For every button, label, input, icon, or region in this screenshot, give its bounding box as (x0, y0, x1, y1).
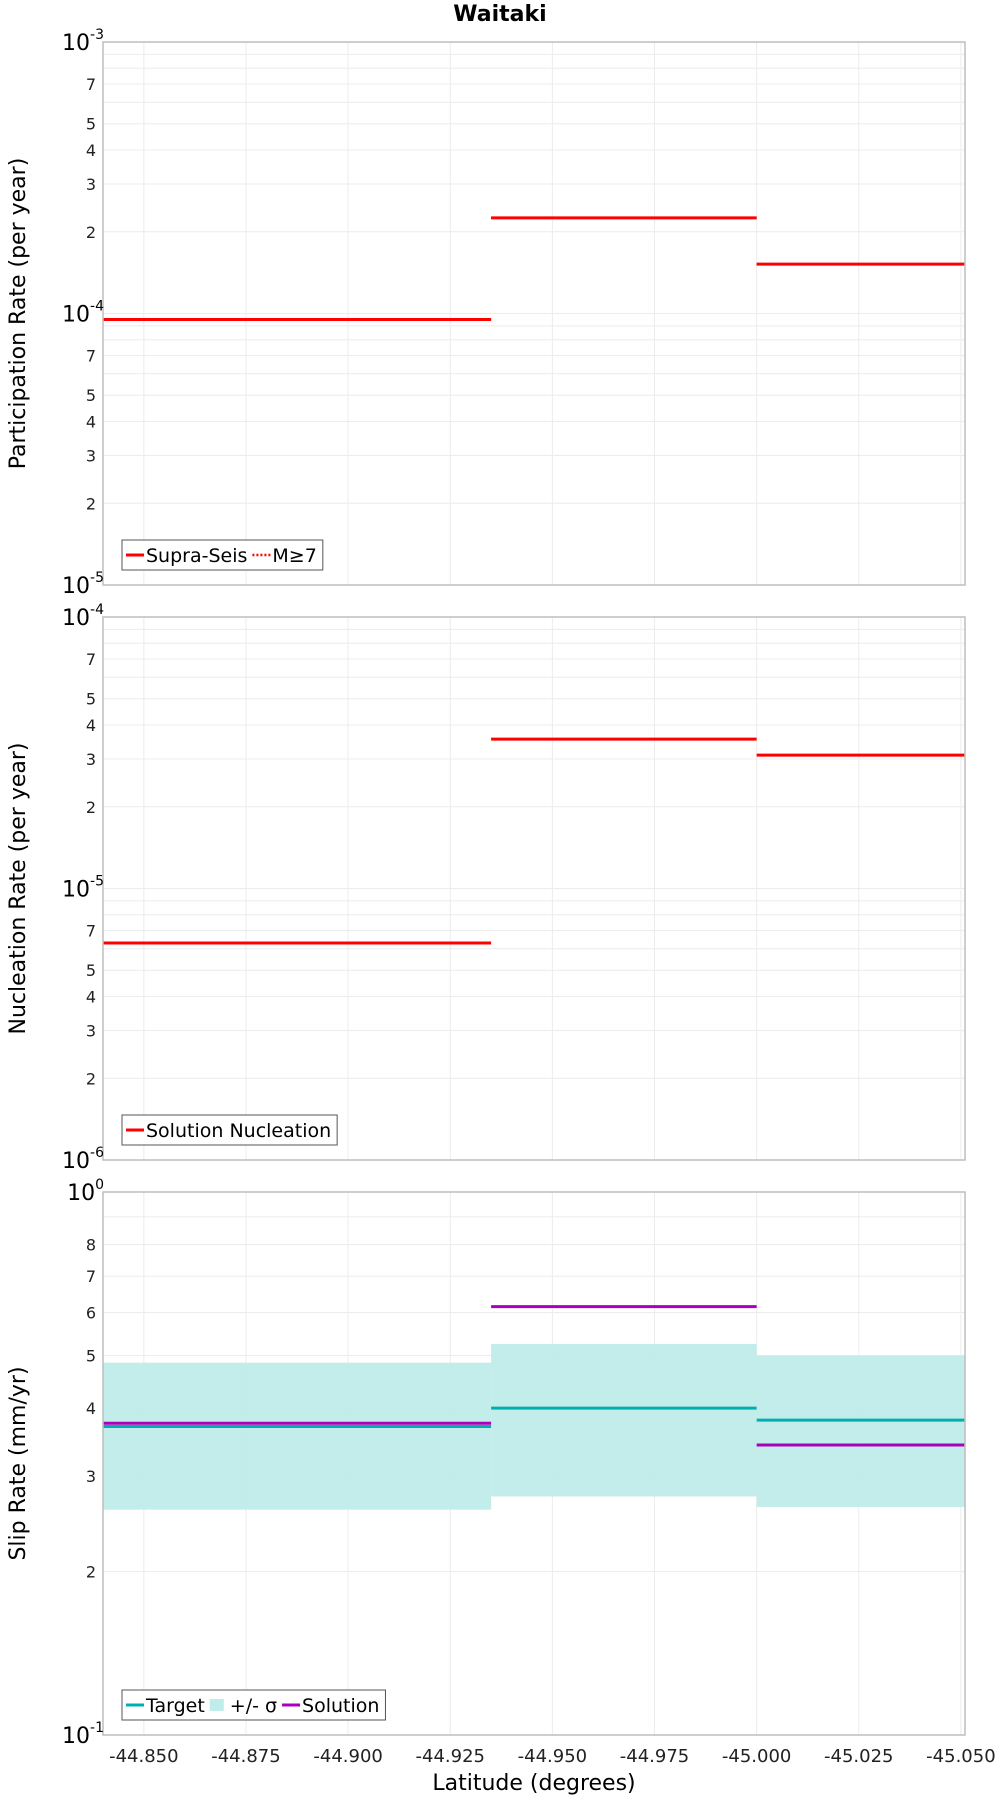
y-tick-label: 2 (86, 1563, 96, 1582)
x-tick-label: -44.850 (109, 1746, 178, 1767)
y-decade-label: 100 (67, 1177, 104, 1206)
y-tick-label: 2 (86, 798, 96, 817)
legend-label: Solution (302, 1695, 379, 1717)
panel-2: 10-4 10-5 10-6 2 3 4 5 7 2 3 4 5 7 Nucleation Rate (p… (6, 602, 966, 1174)
y-tick-label: 4 (86, 716, 96, 735)
y-tick-label: 5 (86, 961, 96, 980)
legend-label: +/- σ (230, 1695, 277, 1717)
y-tick-label: 4 (86, 413, 96, 432)
legend: Solution Nucleation (121, 1114, 338, 1146)
legend: Target +/- σ Solution (121, 1689, 386, 1721)
y-tick-label: 2 (86, 1069, 96, 1088)
y-tick-label: 8 (86, 1236, 96, 1255)
x-tick-label: -44.875 (211, 1746, 280, 1767)
sigma-band (756, 1355, 965, 1507)
x-tick-label: -45.000 (722, 1746, 791, 1767)
y-tick-label: 2 (86, 223, 96, 242)
y-axis-label: Participation Rate (per year) (6, 158, 31, 470)
y-tick-label: 6 (86, 1303, 96, 1322)
figure-title: Waitaki (453, 2, 547, 27)
legend-swatch (209, 1699, 224, 1711)
legend-box (121, 1689, 386, 1721)
plot-frame (102, 1191, 966, 1736)
x-axis-label: Latitude (degrees) (432, 1771, 635, 1796)
panel-3: 100 10-1 2 3 4 5 6 7 8 Slip Rate (mm/yr) Target +/-… (6, 1177, 966, 1749)
y-tick-label: 5 (86, 115, 96, 134)
sigma-band (103, 1362, 492, 1510)
y-tick-label: 7 (86, 1267, 96, 1286)
y-tick-label: 7 (86, 75, 96, 94)
legend-label: Solution Nucleation (146, 1120, 331, 1142)
x-tick-label: -44.900 (313, 1746, 382, 1767)
y-tick-label: 4 (86, 1399, 96, 1418)
plot-frame (102, 616, 966, 1161)
y-axis-label: Nucleation Rate (per year) (6, 743, 31, 1035)
y-tick-label: 3 (86, 1467, 96, 1486)
y-tick-label: 4 (86, 141, 96, 160)
legend-label: Target (145, 1695, 205, 1717)
legend-label: Supra-Seis (146, 545, 247, 567)
y-decade-label: 10-1 (62, 1720, 104, 1749)
y-tick-label: 2 (86, 494, 96, 513)
x-tick-label: -44.975 (620, 1746, 689, 1767)
y-tick-label: 7 (86, 922, 96, 941)
y-decade-label: 10-6 (62, 1145, 104, 1174)
y-tick-label: 5 (86, 386, 96, 405)
x-tick-label: -45.050 (926, 1746, 995, 1767)
plot-frame (102, 41, 966, 586)
y-decade-label: 10-3 (62, 27, 104, 56)
sigma-band (491, 1343, 757, 1497)
legend-box (121, 1114, 338, 1146)
y-tick-label: 3 (86, 175, 96, 194)
y-tick-label: 4 (86, 988, 96, 1007)
y-decade-label: 10-4 (62, 602, 104, 631)
y-tick-label: 5 (86, 1346, 96, 1365)
y-tick-label: 7 (86, 347, 96, 366)
y-decade-label: 10-5 (62, 874, 104, 903)
y-tick-label: 3 (86, 1021, 96, 1040)
legend-box (121, 539, 324, 571)
x-tick-label: -45.025 (824, 1746, 893, 1767)
legend: Supra-Seis M≥7 (121, 539, 324, 571)
y-tick-label: 3 (86, 446, 96, 465)
legend-label: M≥7 (272, 545, 316, 567)
y-tick-label: 7 (86, 650, 96, 669)
y-decade-label: 10-5 (62, 570, 104, 599)
x-tick-label: -44.925 (416, 1746, 485, 1767)
y-tick-label: 3 (86, 750, 96, 769)
y-axis-label: Slip Rate (mm/yr) (6, 1366, 31, 1560)
panel-1: 10-3 10-4 10-5 2 3 4 5 7 2 3 4 5 7 Participation Rate… (6, 27, 966, 599)
x-tick-label: -44.950 (518, 1746, 587, 1767)
y-tick-label: 5 (86, 690, 96, 709)
y-decade-label: 10-4 (62, 299, 104, 328)
